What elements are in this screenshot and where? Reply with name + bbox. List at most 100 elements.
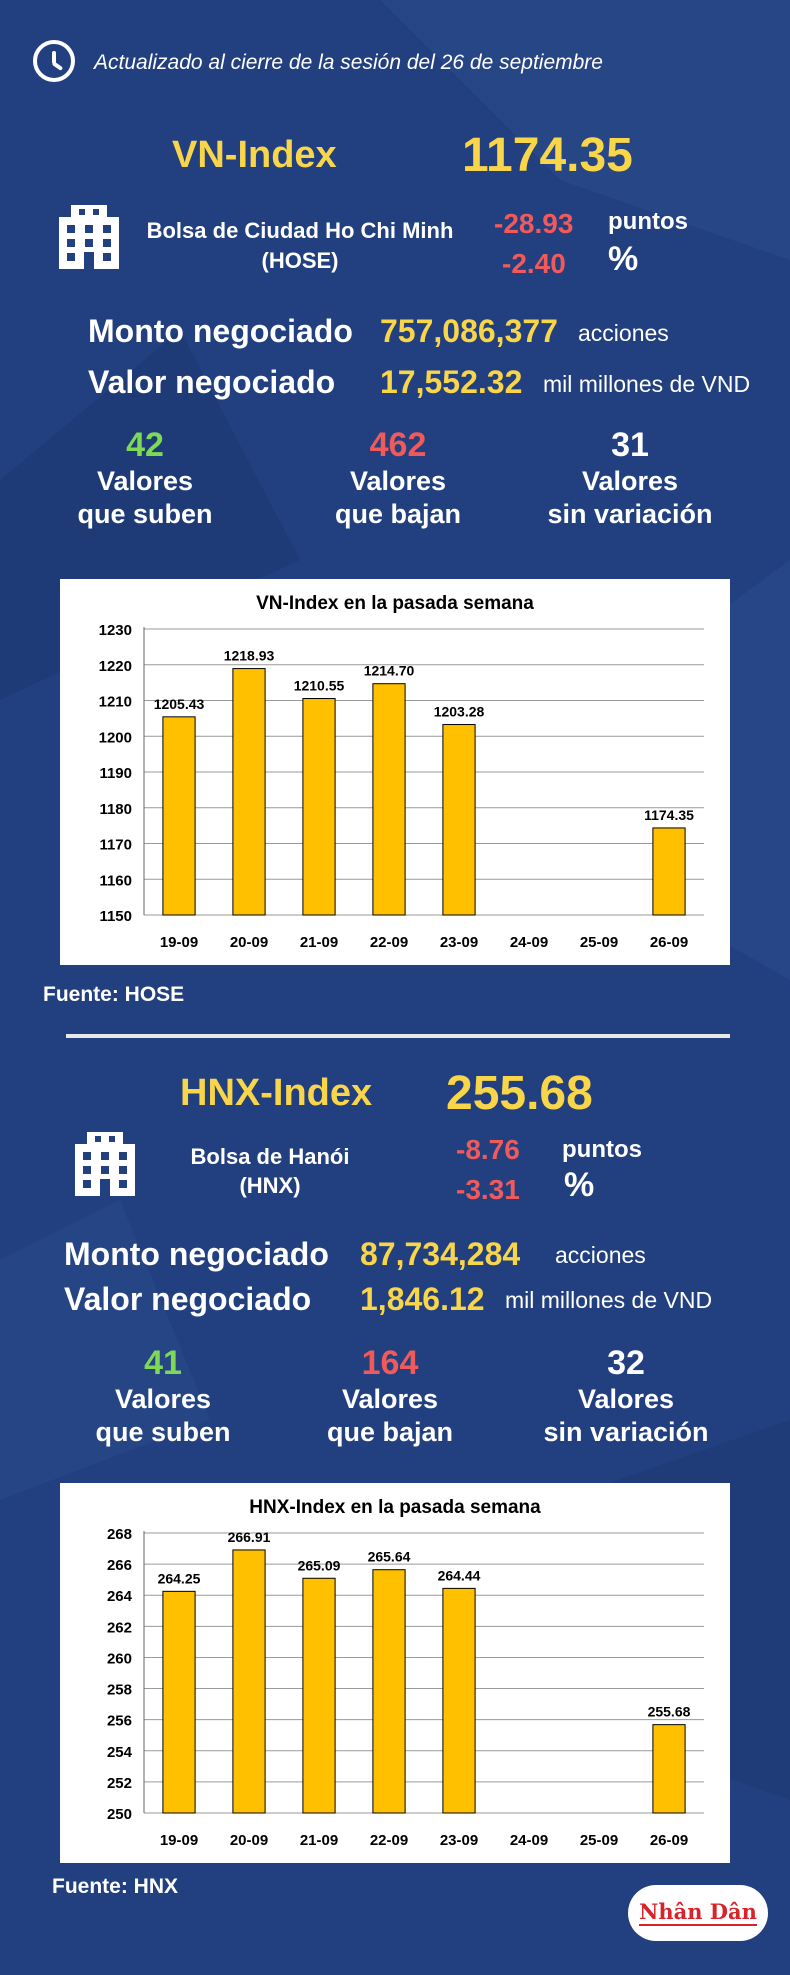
hnx-source: Fuente: HNX bbox=[52, 1875, 178, 1898]
hnx-exchange-code: (HNX) bbox=[239, 1173, 301, 1198]
y-tick-label: 254 bbox=[107, 1744, 133, 1761]
hnx-up-stat: 41 Valores que suben bbox=[58, 1343, 268, 1449]
y-tick-label: 1230 bbox=[99, 622, 132, 639]
hose-flat-count: 31 bbox=[611, 426, 649, 464]
bar bbox=[232, 1549, 266, 1814]
data-label: 1214.70 bbox=[364, 663, 415, 679]
y-tick-label: 260 bbox=[107, 1650, 132, 1667]
hnx-volume-label: Monto negociado bbox=[64, 1236, 329, 1272]
bar bbox=[162, 1590, 196, 1814]
data-label: 266.91 bbox=[228, 1529, 271, 1545]
hnx-down-label-2: que bajan bbox=[326, 1417, 454, 1447]
y-tick-label: 264 bbox=[107, 1588, 133, 1605]
data-label: 1174.35 bbox=[644, 807, 694, 823]
hnx-flat-label-1: Valores bbox=[577, 1384, 675, 1414]
hose-volume-unit: acciones bbox=[578, 320, 669, 346]
hose-points-label: puntos bbox=[608, 208, 688, 235]
x-tick-label: 22-09 bbox=[370, 1832, 408, 1849]
y-tick-label: 256 bbox=[107, 1713, 132, 1730]
x-tick-label: 20-09 bbox=[230, 1832, 268, 1849]
y-tick-label: 1180 bbox=[99, 801, 132, 818]
x-tick-label: 21-09 bbox=[300, 934, 338, 951]
hose-up-stat: 42 Valores que suben bbox=[40, 425, 250, 531]
hnx-value-label: Valor negociado bbox=[64, 1281, 312, 1317]
y-tick-label: 266 bbox=[107, 1557, 132, 1574]
hnx-up-count: 41 bbox=[144, 1344, 182, 1382]
bar bbox=[302, 698, 336, 916]
hnx-exchange-name: Bolsa de Hanói bbox=[190, 1144, 350, 1169]
logo-text: Nhân Dân bbox=[639, 1899, 757, 1926]
hnx-down-label-1: Valores bbox=[341, 1384, 439, 1414]
bar bbox=[442, 1587, 476, 1814]
hose-flat-label-2: sin variación bbox=[547, 499, 713, 529]
bar bbox=[652, 827, 686, 916]
hnx-points-label: puntos bbox=[562, 1136, 642, 1163]
x-tick-label: 19-09 bbox=[160, 934, 198, 951]
hose-value-label: Valor negociado bbox=[88, 364, 336, 400]
data-label: 264.25 bbox=[158, 1570, 201, 1586]
x-tick-label: 19-09 bbox=[160, 1832, 198, 1849]
building-icon bbox=[59, 205, 119, 269]
x-tick-label: 25-09 bbox=[580, 934, 618, 951]
section-divider bbox=[66, 1034, 730, 1038]
hnx-change-percent: -3.31 bbox=[456, 1174, 520, 1205]
y-tick-label: 1200 bbox=[99, 729, 132, 746]
bar bbox=[162, 716, 196, 916]
vn-index-value: 1174.35 bbox=[462, 129, 633, 182]
hose-down-label-1: Valores bbox=[349, 466, 447, 496]
vn-index-chart-svg: VN-Index en la pasada semana 1150 1160 1170… bbox=[99, 593, 704, 951]
data-label: 1210.55 bbox=[294, 678, 345, 694]
hose-volume-label: Monto negociado bbox=[88, 313, 353, 349]
hose-up-label-2: que suben bbox=[77, 499, 213, 529]
data-label: 255.68 bbox=[648, 1704, 691, 1720]
data-label: 264.44 bbox=[438, 1567, 481, 1583]
x-tick-label: 24-09 bbox=[510, 934, 548, 951]
hnx-value-value: 1,846.12 bbox=[360, 1281, 485, 1317]
hnx-exchange: Bolsa de Hanói (HNX) bbox=[150, 1142, 390, 1200]
update-text: Actualizado al cierre de la sesión del 2… bbox=[94, 51, 603, 74]
y-tick-label: 250 bbox=[107, 1806, 132, 1823]
hnx-index-value: 255.68 bbox=[446, 1067, 593, 1120]
bar bbox=[652, 1724, 686, 1814]
hnx-volume-value: 87,734,284 bbox=[360, 1236, 521, 1272]
vn-index-name: VN-Index bbox=[172, 134, 337, 176]
x-tick-label: 26-09 bbox=[650, 934, 688, 951]
x-tick-label: 23-09 bbox=[440, 1832, 478, 1849]
hnx-down-count: 164 bbox=[361, 1344, 419, 1382]
vn-index-chart: VN-Index en la pasada semana 1150 1160 1170… bbox=[60, 579, 730, 965]
data-label: 1218.93 bbox=[224, 648, 275, 664]
hose-value-unit: mil millones de VND bbox=[543, 371, 751, 397]
data-label: 1205.43 bbox=[154, 696, 205, 712]
hose-flat-stat: 31 Valores sin variación bbox=[520, 425, 740, 531]
hose-change-points: -28.93 bbox=[494, 208, 574, 239]
y-tick-label: 1170 bbox=[99, 837, 132, 854]
hose-up-count: 42 bbox=[126, 426, 164, 464]
hose-exchange: Bolsa de Ciudad Ho Chi Minh (HOSE) bbox=[130, 216, 470, 276]
hnx-percent-label: % bbox=[564, 1166, 595, 1204]
data-label: 265.09 bbox=[298, 1557, 341, 1573]
y-tick-label: 262 bbox=[107, 1619, 132, 1636]
x-tick-label: 22-09 bbox=[370, 934, 408, 951]
hnx-up-label-2: que suben bbox=[95, 1417, 231, 1447]
x-tick-label: 25-09 bbox=[580, 1832, 618, 1849]
y-tick-label: 1160 bbox=[99, 872, 132, 889]
y-tick-label: 1220 bbox=[99, 658, 132, 675]
hnx-volume-unit: acciones bbox=[555, 1242, 646, 1268]
hose-down-label-2: que bajan bbox=[334, 499, 462, 529]
bar bbox=[302, 1577, 336, 1814]
x-tick-label: 21-09 bbox=[300, 1832, 338, 1849]
chart-title: VN-Index en la pasada semana bbox=[256, 593, 534, 614]
nhandan-logo: Nhân Dân bbox=[628, 1885, 768, 1941]
hose-percent-label: % bbox=[608, 240, 639, 278]
hose-up-label-1: Valores bbox=[96, 466, 194, 496]
y-tick-label: 268 bbox=[107, 1526, 132, 1543]
hnx-value-unit: mil millones de VND bbox=[505, 1287, 713, 1313]
hnx-up-label-1: Valores bbox=[114, 1384, 212, 1414]
hnx-flat-label-2: sin variación bbox=[543, 1417, 709, 1447]
hose-change-percent: -2.40 bbox=[502, 248, 566, 279]
hose-flat-label-1: Valores bbox=[581, 466, 679, 496]
data-label: 265.64 bbox=[368, 1549, 411, 1565]
bar bbox=[442, 724, 476, 916]
y-tick-label: 1210 bbox=[99, 694, 132, 711]
hose-exchange-code: (HOSE) bbox=[261, 248, 339, 273]
